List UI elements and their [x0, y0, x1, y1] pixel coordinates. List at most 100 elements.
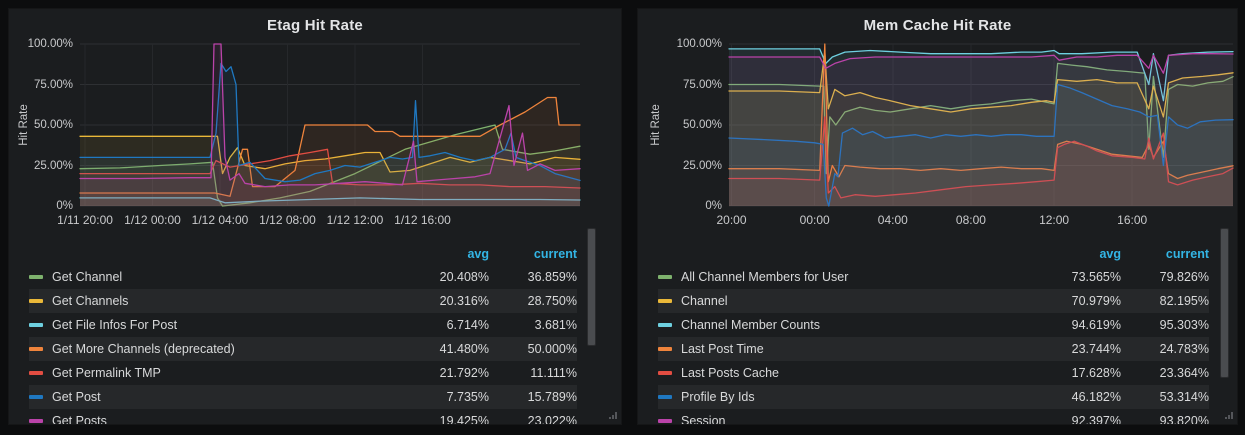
series-avg-value: 20.316%: [439, 294, 489, 308]
series-current-value: 15.789%: [527, 390, 577, 404]
x-axis-ticks: 20:00 00:00 04:00 08:00 12:00 16:00: [717, 213, 1233, 229]
series-name[interactable]: Get Channels: [52, 294, 129, 308]
y-tick-label: 25.00%: [33, 159, 73, 172]
legend-column-current[interactable]: current: [1165, 247, 1209, 261]
chart-svg: [79, 43, 581, 207]
legend-header: avg current: [658, 243, 1209, 265]
legend-row[interactable]: Last Posts Cache 17.628% 23.364%: [658, 361, 1209, 385]
y-axis-ticks: 100.00% 75.00% 50.00% 25.00% 0%: [9, 38, 73, 212]
series-current-value: 82.195%: [1159, 294, 1209, 308]
panel-resize-handle-icon[interactable]: [1225, 412, 1233, 419]
series-current-value: 11.111%: [530, 366, 577, 380]
series-avg-value: 73.565%: [1071, 270, 1121, 284]
series-current-value: 28.750%: [527, 294, 577, 308]
legend-row[interactable]: Get More Channels (deprecated) 41.480% 50.…: [29, 337, 577, 361]
legend-row[interactable]: Get Permalink TMP 21.792% 11.111%: [29, 361, 577, 385]
panel-title[interactable]: Etag Hit Rate: [267, 17, 363, 34]
series-name[interactable]: Profile By Ids: [681, 390, 755, 404]
series-color-icon: [658, 275, 672, 279]
panel-title[interactable]: Mem Cache Hit Rate: [863, 17, 1012, 34]
series-color-icon: [29, 299, 43, 303]
legend-scrollbar[interactable]: [587, 228, 596, 346]
legend-row[interactable]: Last Post Time 23.744% 24.783%: [658, 337, 1209, 361]
series-color-icon: [29, 371, 43, 375]
series-color-icon: [29, 395, 43, 399]
series-name[interactable]: Last Posts Cache: [681, 366, 779, 380]
y-tick-label: 75.00%: [682, 78, 722, 91]
series-name[interactable]: Session: [681, 414, 726, 425]
series-name[interactable]: Get Permalink TMP: [52, 366, 161, 380]
x-tick-label: 12:00: [1039, 213, 1070, 227]
legend-row[interactable]: Get Posts 19.425% 23.022%: [29, 409, 577, 425]
legend-row[interactable]: Profile By Ids 46.182% 53.314%: [658, 385, 1209, 409]
series-color-icon: [658, 347, 672, 351]
series-current-value: 50.000%: [527, 342, 577, 356]
x-axis-ticks: 1/11 20:00 1/12 00:00 1/12 04:00 1/12 08:00…: [57, 213, 580, 229]
series-color-icon: [658, 395, 672, 399]
series-color-icon: [29, 323, 43, 327]
series-avg-value: 17.628%: [1071, 366, 1121, 380]
legend-column-current[interactable]: current: [533, 247, 577, 261]
legend-row[interactable]: All Channel Members for User 73.565% 79.82…: [658, 265, 1209, 289]
series-name[interactable]: Last Post Time: [681, 342, 764, 356]
chart-svg: [728, 43, 1234, 207]
legend-header: avg current: [29, 243, 577, 265]
legend-row[interactable]: Channel 70.979% 82.195%: [658, 289, 1209, 313]
legend-table: avg current Get Channel 20.408% 36.859% Get…: [9, 243, 621, 425]
series-avg-value: 20.408%: [439, 270, 489, 284]
legend-rows: Get Channel 20.408% 36.859% Get Channels 20.…: [29, 265, 577, 425]
legend-scrollbar[interactable]: [1220, 228, 1229, 378]
y-tick-label: 25.00%: [682, 159, 722, 172]
x-tick-label: 20:00: [716, 213, 747, 227]
series-current-value: 95.303%: [1159, 318, 1209, 332]
x-tick-label: 1/12 12:00: [326, 213, 384, 227]
legend-column-avg[interactable]: avg: [467, 247, 489, 261]
y-tick-label: 100.00%: [676, 38, 722, 50]
series-color-icon: [29, 347, 43, 351]
series-name[interactable]: Get Post: [52, 390, 101, 404]
x-tick-label: 1/12 04:00: [191, 213, 249, 227]
y-tick-label: 50.00%: [682, 119, 722, 131]
legend-row[interactable]: Get Post 7.735% 15.789%: [29, 385, 577, 409]
legend-row[interactable]: Channel Member Counts 94.619% 95.303%: [658, 313, 1209, 337]
y-tick-label: 0%: [56, 200, 73, 212]
series-current-value: 24.783%: [1159, 342, 1209, 356]
y-tick-label: 50.00%: [33, 119, 73, 131]
legend-rows: All Channel Members for User 73.565% 79.82…: [658, 265, 1209, 425]
series-name[interactable]: Channel Member Counts: [681, 318, 820, 332]
y-tick-label: 0%: [705, 200, 722, 212]
series-avg-value: 6.714%: [446, 318, 489, 332]
series-name[interactable]: Channel: [681, 294, 728, 308]
series-name[interactable]: All Channel Members for User: [681, 270, 849, 284]
series-avg-value: 41.480%: [439, 342, 489, 356]
legend-table: avg current All Channel Members for User…: [638, 243, 1237, 425]
chart-canvas[interactable]: [728, 43, 1234, 207]
panel-etag-hit-rate: Etag Hit Rate Hit Rate 100.00% 75.00% 50.0…: [8, 8, 622, 425]
panel-mem-cache-hit-rate: Mem Cache Hit Rate Hit Rate 100.00% 75.00…: [637, 8, 1238, 425]
series-avg-value: 7.735%: [446, 390, 489, 404]
legend-row[interactable]: Session 92.397% 93.820%: [658, 409, 1209, 425]
series-avg-value: 19.425%: [439, 414, 489, 425]
series-avg-value: 94.619%: [1071, 318, 1121, 332]
series-current-value: 79.826%: [1159, 270, 1209, 284]
series-color-icon: [658, 371, 672, 375]
x-tick-label: 16:00: [1117, 213, 1148, 227]
legend-row[interactable]: Get File Infos For Post 6.714% 3.681%: [29, 313, 577, 337]
series-name[interactable]: Get More Channels (deprecated): [52, 342, 235, 356]
legend-column-avg[interactable]: avg: [1099, 247, 1121, 261]
series-color-icon: [658, 323, 672, 327]
series-current-value: 23.022%: [527, 414, 577, 425]
y-tick-label: 75.00%: [33, 78, 73, 91]
series-name[interactable]: Get File Infos For Post: [52, 318, 178, 332]
legend-row[interactable]: Get Channel 20.408% 36.859%: [29, 265, 577, 289]
x-tick-label: 1/11 20:00: [57, 213, 113, 227]
chart-canvas[interactable]: [79, 43, 581, 207]
series-avg-value: 46.182%: [1071, 390, 1121, 404]
series-name[interactable]: Get Posts: [52, 414, 107, 425]
legend-row[interactable]: Get Channels 20.316% 28.750%: [29, 289, 577, 313]
panel-resize-handle-icon[interactable]: [609, 412, 617, 419]
series-name[interactable]: Get Channel: [52, 270, 123, 284]
y-axis-ticks: 100.00% 75.00% 50.00% 25.00% 0%: [638, 38, 722, 212]
series-current-value: 36.859%: [527, 270, 577, 284]
x-tick-label: 00:00: [799, 213, 830, 227]
